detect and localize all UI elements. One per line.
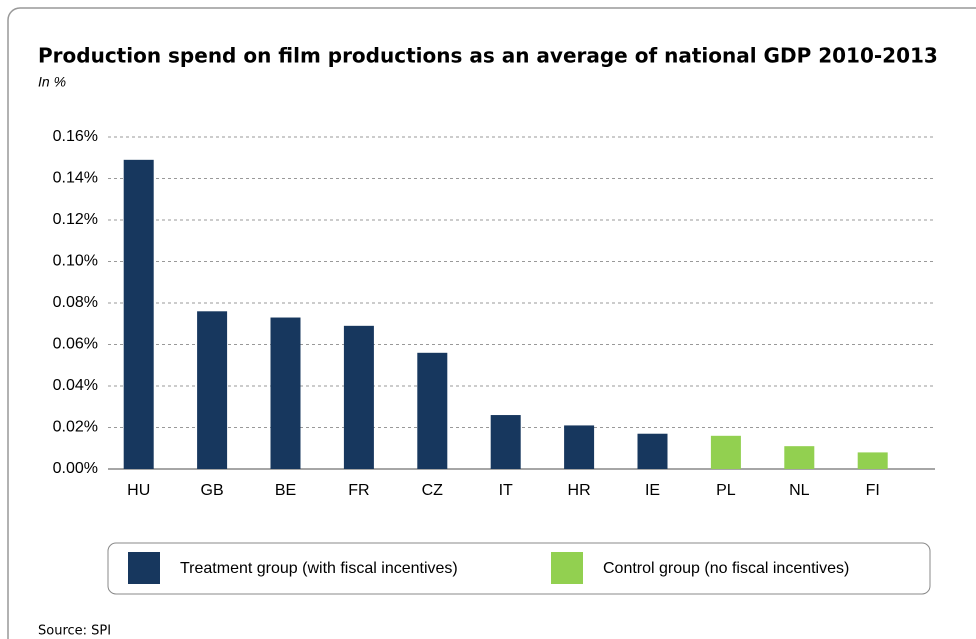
frame	[7, 7, 976, 639]
bar	[197, 311, 228, 469]
bar	[343, 325, 374, 469]
y-tick-label: 0.10%	[53, 253, 98, 270]
chart-subtitle: In %	[38, 74, 66, 90]
y-tick-label: 0.06%	[53, 336, 98, 353]
x-tick-label: FR	[348, 482, 369, 499]
x-tick-label: HR	[568, 482, 591, 499]
legend-swatch	[551, 552, 583, 584]
legend-swatch	[128, 552, 160, 584]
bar	[270, 317, 301, 469]
y-tick-label: 0.04%	[53, 377, 98, 394]
x-tick-label: NL	[789, 482, 810, 499]
legend-box	[107, 542, 931, 595]
x-tick-label: FI	[866, 482, 880, 499]
y-tick-label: 0.14%	[53, 170, 98, 187]
y-tick-label: 0.12%	[53, 211, 98, 228]
bar	[417, 352, 448, 469]
bar	[637, 433, 668, 469]
source: Source: SPI	[38, 624, 111, 639]
legend-label: Treatment group (with fiscal incentives)	[180, 560, 458, 577]
bar	[123, 159, 154, 469]
bar	[564, 425, 595, 469]
x-tick-label: CZ	[422, 482, 444, 499]
y-tick-label: 0.16%	[53, 128, 98, 145]
x-tick-label: PL	[716, 482, 736, 499]
bar	[784, 446, 815, 469]
x-tick-label: BE	[275, 482, 296, 499]
bar	[490, 415, 521, 469]
x-tick-label: IE	[645, 482, 660, 499]
y-tick-label: 0.08%	[53, 294, 98, 311]
chart-title: Production spend on film productions as …	[38, 44, 938, 68]
x-tick-label: IT	[499, 482, 513, 499]
legend-label: Control group (no fiscal incentives)	[603, 560, 849, 577]
x-tick-label: HU	[127, 482, 150, 499]
y-tick-label: 0.00%	[53, 460, 98, 477]
y-tick-label: 0.02%	[53, 419, 98, 436]
bar	[710, 435, 741, 469]
bar	[857, 452, 888, 469]
x-tick-label: GB	[201, 482, 224, 499]
